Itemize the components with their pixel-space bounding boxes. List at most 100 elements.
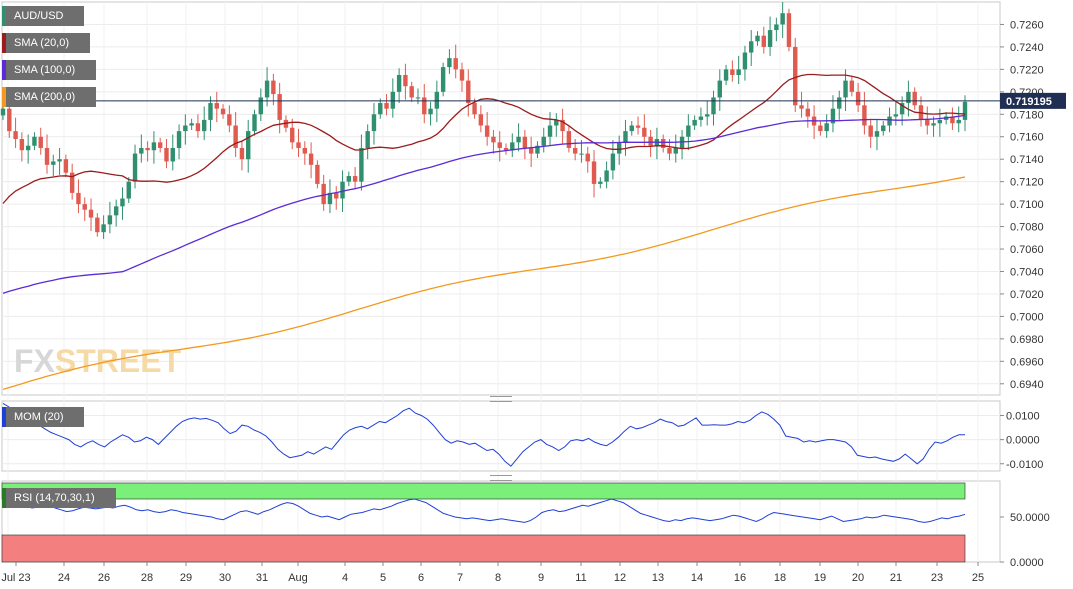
candle-body [899,103,905,115]
candle-body [447,58,452,68]
candle-body [837,97,842,109]
candle-body [667,147,672,154]
candle-body [799,105,804,109]
candle-body [579,153,584,155]
panel-frame [1,400,1001,472]
candle-body [824,123,829,132]
sma-200-line [2,176,966,391]
x-tick-label: 11 [575,572,586,584]
candle-body [57,159,62,162]
candle-body [202,119,207,132]
x-tick-label: 31 [256,572,268,584]
x-tick-label: 28 [141,572,153,584]
y-tick-label: 0.6940 [1010,379,1044,391]
legend-symbol[interactable]: AUD/USD [2,6,84,26]
candle-body [610,153,616,171]
candle-body [371,114,377,132]
candle-body [19,138,25,151]
candle-body [246,131,251,160]
candle-body [717,80,722,98]
x-tick-label: 20 [852,572,864,584]
x-tick-label: 18 [774,572,786,584]
candle-body [44,147,50,165]
x-tick-label: 23 [931,572,943,584]
candle-body [315,164,320,184]
candle-body [862,105,867,126]
candle-body [874,131,880,137]
candle-body [415,97,421,99]
rsi-oversold-zone [1,534,966,563]
candle-body [126,181,131,199]
candle-body [403,74,408,87]
watermark: FXSTREET [14,343,182,379]
panel-frame [1,1,1001,396]
candle-body [541,136,546,146]
candle-body [239,147,245,160]
legend-swatch [2,6,6,26]
candle-body [346,176,352,182]
candle-body [635,125,641,128]
candle-body [384,103,389,109]
candle-body [32,136,37,146]
candle-body [535,145,540,154]
x-tick-label: 24 [58,572,70,584]
candle-body [440,67,446,92]
candle-body [107,215,113,225]
candle-body [390,91,396,109]
candle-body [277,94,282,120]
candle-body [730,69,735,75]
y-tick-label: 0.0000 [1010,557,1044,569]
legend-sma-20[interactable]: SMA (20,0) [2,33,90,53]
y-tick-label: 0.7260 [1010,19,1044,31]
candle-body [0,108,6,116]
candle-body [497,142,502,148]
candle-body [208,103,213,120]
pane-resize-handle[interactable] [490,475,512,481]
watermark-part1: FX [14,343,56,379]
candle-body [931,123,936,126]
candle-body [214,103,219,109]
y-tick-label: 0.7220 [1010,64,1044,76]
candle-body [868,125,873,137]
candle-body [258,97,263,115]
candle-body [472,103,477,115]
candle-body [378,103,383,115]
candle-body [176,131,182,148]
candle-body [151,142,157,151]
candle-body [95,217,100,233]
x-tick-label: 13 [652,572,664,584]
candle-body [308,153,314,165]
legend-sma-200[interactable]: SMA (200,0) [2,87,96,107]
legend-mom[interactable]: MOM (20) [2,407,84,427]
candle-body [956,119,961,124]
y-tick-label: 0.7140 [1010,154,1044,166]
x-tick-label: 12 [614,572,626,584]
candle-body [761,35,766,47]
candle-body [793,46,798,106]
candle-body [767,30,773,47]
x-tick-label: 9 [538,572,544,584]
legend-rsi[interactable]: RSI (14,70,30,1) [2,488,116,508]
candle-body [38,136,43,148]
y-tick-label: 0.7100 [1010,199,1044,211]
candle-body [705,114,710,117]
legend-label: SMA (100,0) [14,64,76,76]
candle-body [591,161,597,184]
rsi-overbought-zone [1,482,966,500]
sma-100-line [2,114,966,294]
legend-swatch [2,33,6,53]
candle-body [69,172,75,193]
x-tick-label: 14 [691,572,703,584]
candle-body [88,209,94,218]
candle-body [560,119,565,132]
x-tick-label: 30 [219,572,231,584]
candle-body [648,136,653,146]
candle-body [321,183,326,205]
pane-resize-handle[interactable] [490,396,512,402]
candle-body [120,198,125,207]
y-tick-label: 0.0100 [1006,410,1040,422]
candle-body [937,119,943,124]
candle-body [598,181,603,184]
legend-sma-100[interactable]: SMA (100,0) [2,60,96,80]
candle-body [76,192,81,205]
